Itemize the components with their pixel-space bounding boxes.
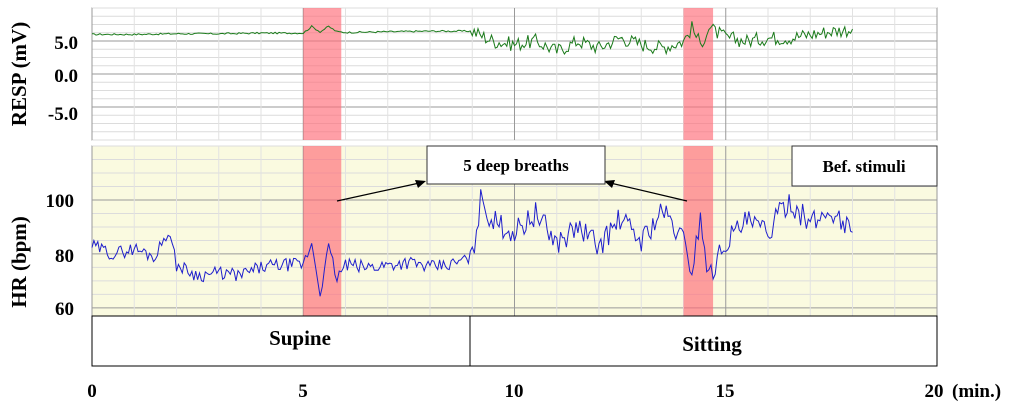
resp-y-tick-label: 0.0 <box>54 66 78 87</box>
hr-y-tick-label: 80 <box>55 246 74 267</box>
x-tick-label: 5 <box>298 381 308 402</box>
annotation-box <box>791 145 938 187</box>
bef-stimuli-annotation: Bef. stimuli <box>791 145 938 187</box>
phase-label: Sitting <box>682 332 742 356</box>
phase-bar: Supine Sitting <box>91 315 938 367</box>
x-tick-label: 20 <box>925 381 944 402</box>
hr-y-tick-labels: 100 80 60 <box>46 191 75 320</box>
resp-grid <box>91 7 938 141</box>
resp-highlights <box>303 8 714 140</box>
x-tick-label: 15 <box>716 381 735 402</box>
annotation-arrow <box>336 181 425 202</box>
hr-y-tick-label: 100 <box>46 191 75 212</box>
annotation-arrow <box>605 181 688 202</box>
x-tick-label: 0 <box>87 381 97 402</box>
resp-y-axis-title: RESP (mV) <box>7 22 31 126</box>
resp-y-tick-label: 5.0 <box>54 33 78 54</box>
phase-cell-sitting <box>469 315 938 367</box>
hr-panel: 100 80 60 HR (bpm) 5 deep breaths Bef. s… <box>7 145 938 320</box>
annotation-text: 5 deep breaths <box>463 156 569 175</box>
resp-highlight-band <box>303 8 342 140</box>
hr-y-axis-title: HR (bpm) <box>7 216 31 308</box>
x-axis: 0 5 10 15 20 (min.) <box>87 381 1001 402</box>
phase-cell-supine <box>91 315 471 367</box>
hr-series-line <box>91 189 853 297</box>
hr-highlights <box>303 146 714 316</box>
hr-highlight-band <box>683 146 714 316</box>
x-axis-unit: (min.) <box>952 381 1001 402</box>
annotation-box <box>426 145 606 185</box>
annotation-text: Bef. stimuli <box>822 157 905 176</box>
annotation-arrowhead <box>604 180 615 188</box>
annotation-arrowhead <box>415 180 426 188</box>
x-tick-label: 10 <box>505 381 524 402</box>
phase-label: Supine <box>269 326 331 350</box>
resp-y-tick-label: -5.0 <box>48 104 78 125</box>
resp-series-line <box>91 21 853 56</box>
resp-y-tick-labels: 5.0 0.0 -5.0 <box>48 33 78 125</box>
deep-breaths-annotation: 5 deep breaths <box>336 145 688 202</box>
hr-y-tick-label: 60 <box>55 299 74 320</box>
hr-highlight-band <box>303 146 342 316</box>
resp-panel: 5.0 0.0 -5.0 RESP (mV) <box>7 7 938 141</box>
resp-highlight-band <box>683 8 714 140</box>
